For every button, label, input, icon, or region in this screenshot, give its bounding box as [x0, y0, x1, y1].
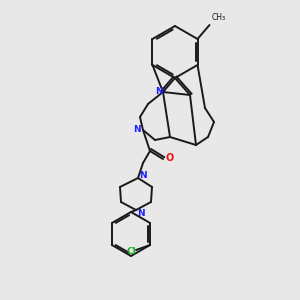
Text: Cl: Cl: [126, 247, 136, 256]
Text: CH₃: CH₃: [212, 13, 226, 22]
Text: N: N: [137, 208, 145, 217]
Text: N: N: [133, 124, 141, 134]
Text: N: N: [155, 86, 163, 95]
Text: N: N: [139, 170, 147, 179]
Text: O: O: [166, 153, 174, 163]
